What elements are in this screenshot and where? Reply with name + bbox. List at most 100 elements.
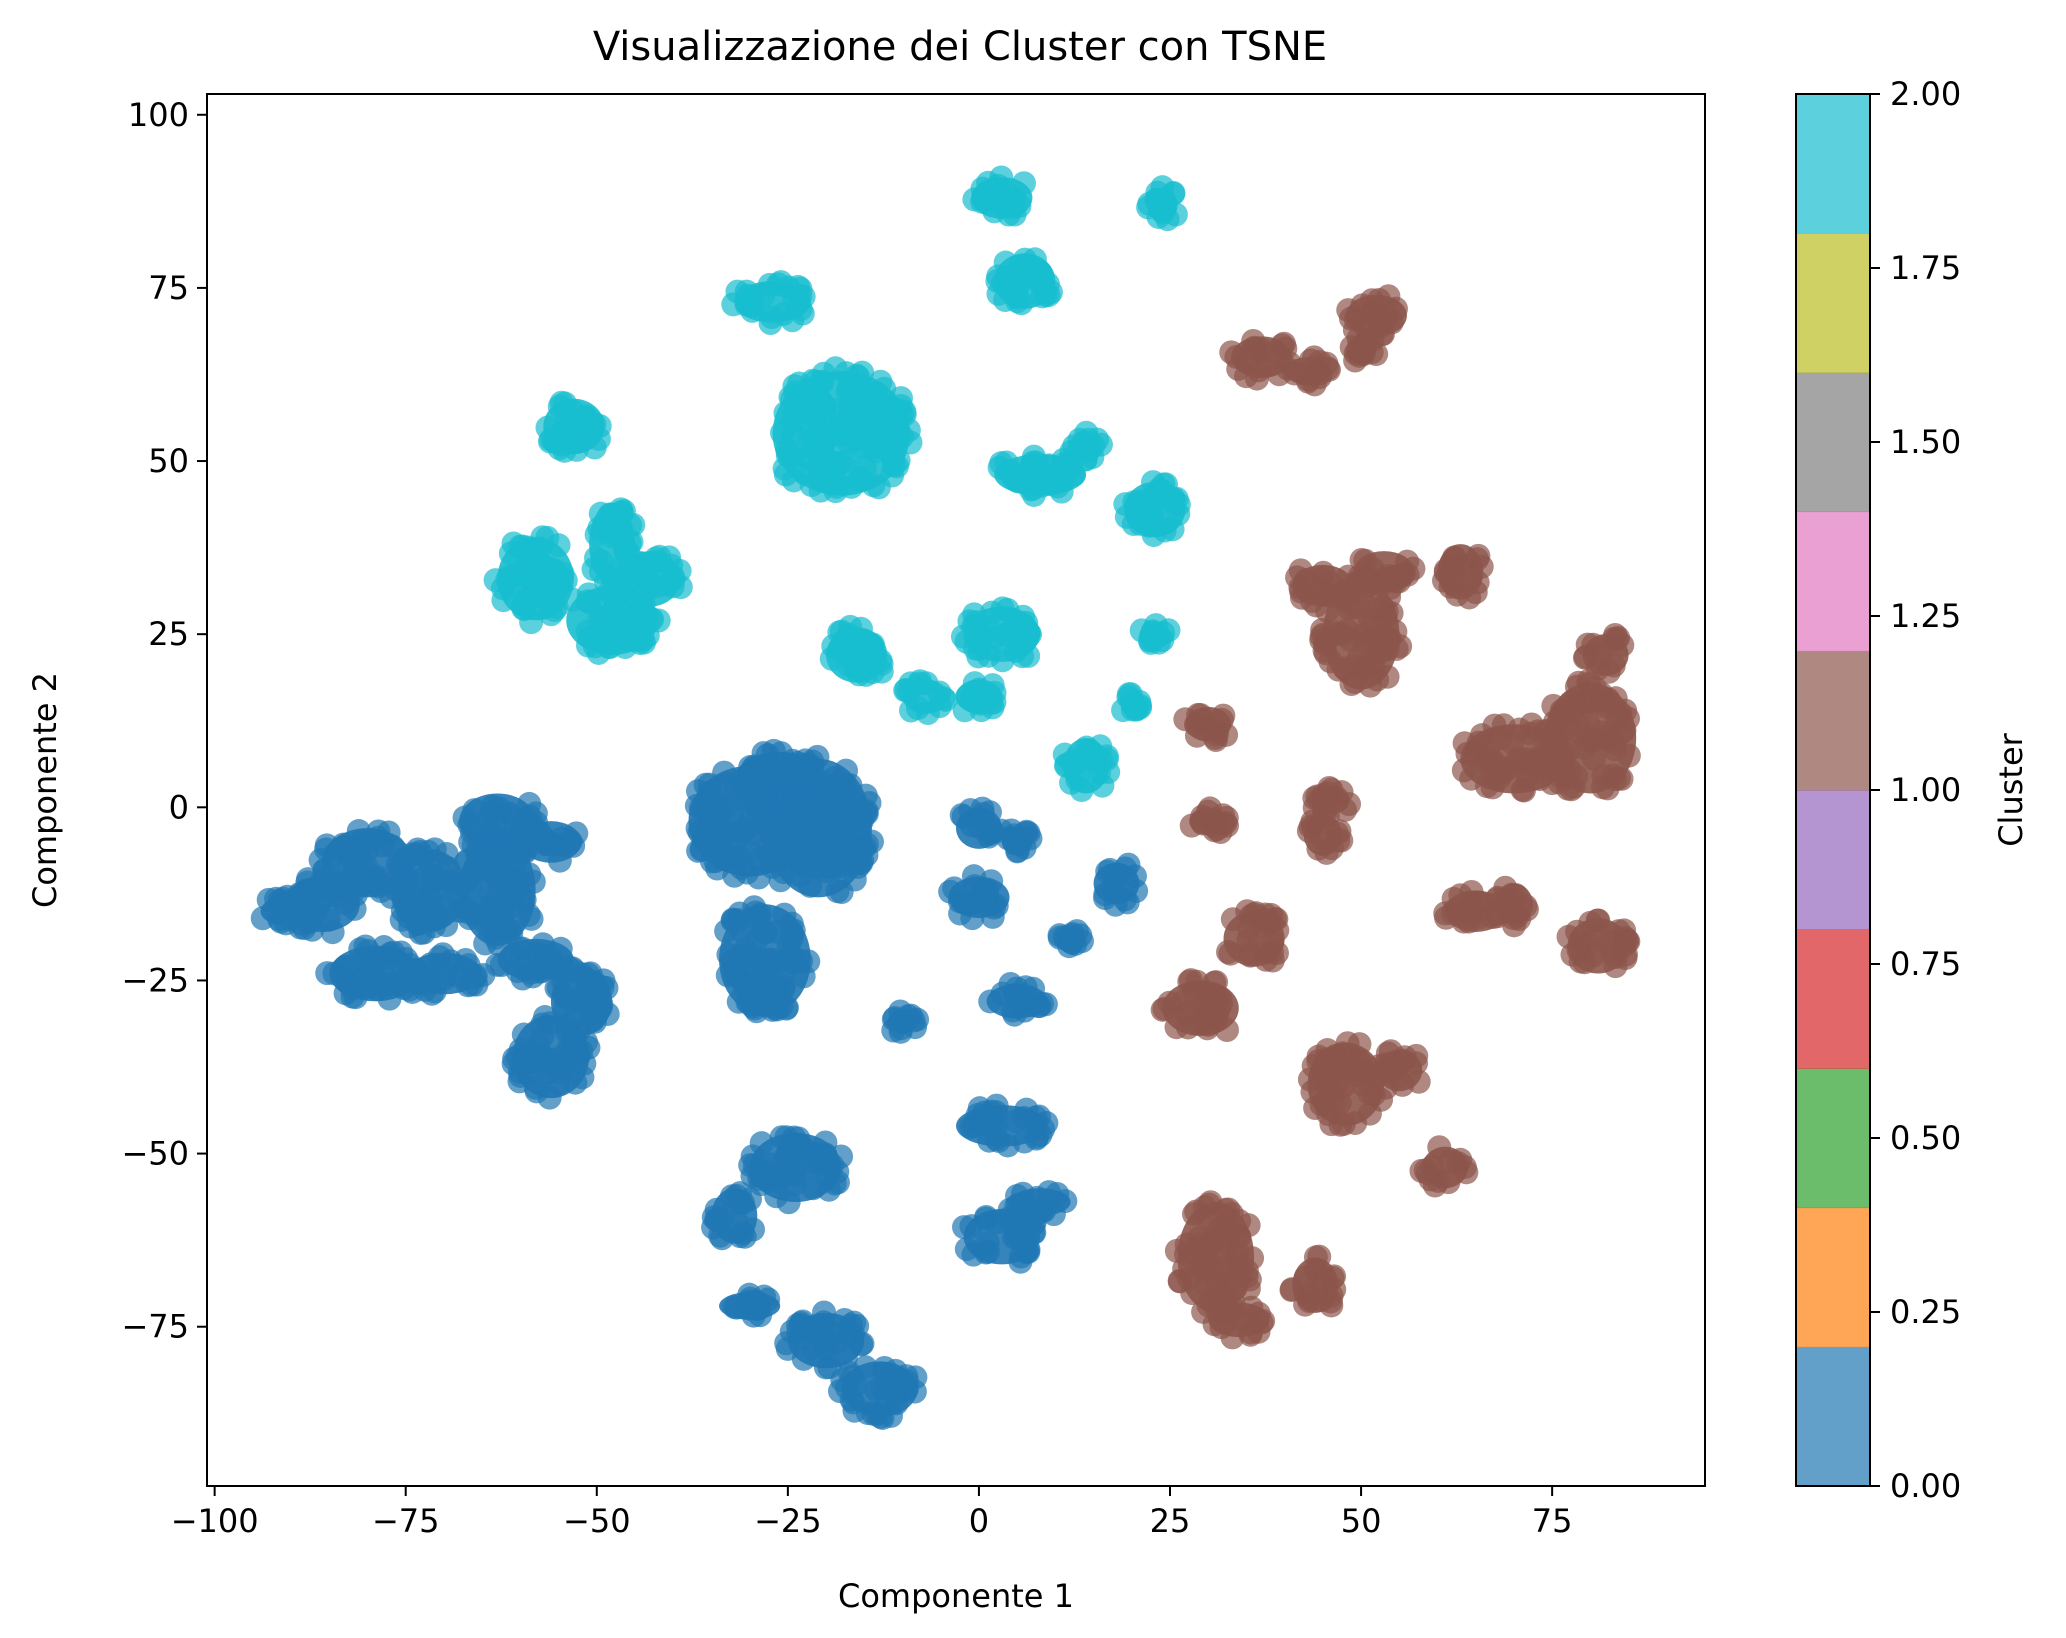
cluster-1-point — [1604, 945, 1629, 970]
cluster-0-point — [485, 952, 510, 977]
cluster-1-point — [1219, 1292, 1244, 1317]
cluster-2-point — [854, 392, 879, 417]
colorbar-tick-label: 1.50 — [1890, 423, 1961, 461]
cluster-2-point — [1127, 689, 1152, 714]
x-tick-label: −100 — [171, 1502, 259, 1540]
cluster-0-point — [519, 906, 544, 931]
cluster-0-point — [419, 870, 444, 895]
cluster-0-point — [404, 884, 429, 909]
cluster-2-point — [631, 592, 656, 617]
cluster-0-point — [754, 982, 779, 1007]
cluster-1-point — [1336, 298, 1361, 323]
cluster-0-point — [881, 1018, 906, 1043]
cluster-1-point — [1545, 726, 1570, 751]
cluster-0-point — [797, 1154, 822, 1179]
cluster-0-point — [1027, 994, 1052, 1019]
cluster-1-point — [1224, 344, 1249, 369]
colorbar: 0.00 0.25 0.50 0.75 1.00 1.25 1.50 1.75 2.00 — [1795, 75, 1961, 1505]
cluster-1-point — [1270, 333, 1295, 358]
cluster-0-point — [1014, 1097, 1039, 1122]
cluster-0-point — [754, 1166, 779, 1191]
cluster-2-point — [575, 589, 600, 614]
cluster-0-point — [998, 971, 1023, 996]
cluster-0-point — [520, 1041, 545, 1066]
cluster-2-point — [564, 437, 589, 462]
cluster-2-point — [757, 272, 782, 297]
cluster-0-point — [564, 821, 589, 846]
cluster-0-point — [829, 813, 854, 838]
cluster-2-point — [512, 590, 537, 615]
cluster-0-point — [961, 1242, 986, 1267]
cluster-2-point — [979, 691, 1004, 716]
cluster-0-point — [704, 1197, 729, 1222]
cluster-1-point — [1373, 1052, 1398, 1077]
colorbar-segment — [1796, 650, 1870, 791]
colorbar-tick-label: 1.75 — [1890, 249, 1961, 287]
cluster-2-point — [803, 369, 828, 394]
cluster-1-point — [1279, 1277, 1304, 1302]
cluster-2-point — [823, 479, 848, 504]
cluster-1-point — [1301, 1053, 1326, 1078]
cluster-1-point — [1566, 938, 1591, 963]
chart-title: Visualizzazione dei Cluster con TSNE — [593, 24, 1327, 70]
colorbar-tick-label: 0.50 — [1890, 1119, 1961, 1157]
x-tick-label: −75 — [372, 1502, 440, 1540]
y-tick-label: 75 — [148, 269, 189, 307]
cluster-2-point — [986, 264, 1011, 289]
cluster-0-point — [1113, 856, 1138, 881]
cluster-1-point — [1459, 879, 1484, 904]
cluster-0-point — [267, 888, 292, 913]
cluster-2-point — [1014, 610, 1039, 635]
cluster-0-point — [841, 1390, 866, 1415]
cluster-2-point — [997, 460, 1022, 485]
cluster-1-point — [1436, 1170, 1461, 1195]
cluster-0-point — [473, 931, 498, 956]
colorbar-segment — [1796, 372, 1870, 513]
cluster-2-point — [568, 417, 593, 442]
colorbar-tick-label: 1.00 — [1890, 771, 1961, 809]
cluster-0-point — [981, 895, 1006, 920]
cluster-0-point — [801, 823, 826, 848]
cluster-1-point — [1376, 564, 1401, 589]
cluster-1-point — [1564, 674, 1589, 699]
colorbar-segment — [1796, 790, 1870, 930]
cluster-0-point — [453, 870, 478, 895]
cluster-0-point — [810, 804, 835, 829]
cluster-2-point — [1136, 513, 1161, 538]
cluster-1-point — [1475, 774, 1500, 799]
colorbar-segment — [1796, 929, 1870, 1069]
cluster-2-point — [846, 364, 871, 389]
cluster-0-point — [801, 1176, 826, 1201]
x-tick-label: 50 — [1341, 1502, 1382, 1540]
cluster-0-point — [334, 871, 359, 896]
y-tick-label: 0 — [169, 788, 189, 826]
cluster-2-point — [542, 598, 567, 623]
cluster-1-point — [1319, 584, 1344, 609]
cluster-2-point — [790, 301, 815, 326]
cluster-2-point — [645, 573, 670, 598]
cluster-0-point — [456, 953, 481, 978]
cluster-0-point — [853, 1355, 878, 1380]
cluster-1-point — [1309, 566, 1334, 591]
cluster-2-point — [1024, 450, 1049, 475]
cluster-1-point — [1374, 304, 1399, 329]
colorbar-segment — [1796, 1068, 1870, 1209]
colorbar-tick-label: 0.25 — [1890, 1293, 1961, 1331]
cluster-1-point — [1360, 328, 1385, 353]
cluster-0-point — [977, 800, 1002, 825]
cluster-0-point — [800, 1336, 825, 1361]
x-tick-label: −50 — [563, 1502, 631, 1540]
cluster-0-point — [316, 907, 341, 932]
cluster-0-point — [843, 1372, 868, 1397]
cluster-0-point — [315, 961, 340, 986]
cluster-2-point — [788, 276, 813, 301]
cluster-2-point — [799, 473, 824, 498]
cluster-0-point — [307, 890, 332, 915]
colorbar-segment — [1796, 94, 1870, 234]
cluster-1-point — [1500, 730, 1525, 755]
cluster-0-point — [959, 1214, 984, 1239]
cluster-2-point — [1130, 489, 1155, 514]
y-tick-label: 50 — [148, 442, 189, 480]
cluster-2-point — [915, 700, 940, 725]
cluster-2-point — [1050, 467, 1075, 492]
